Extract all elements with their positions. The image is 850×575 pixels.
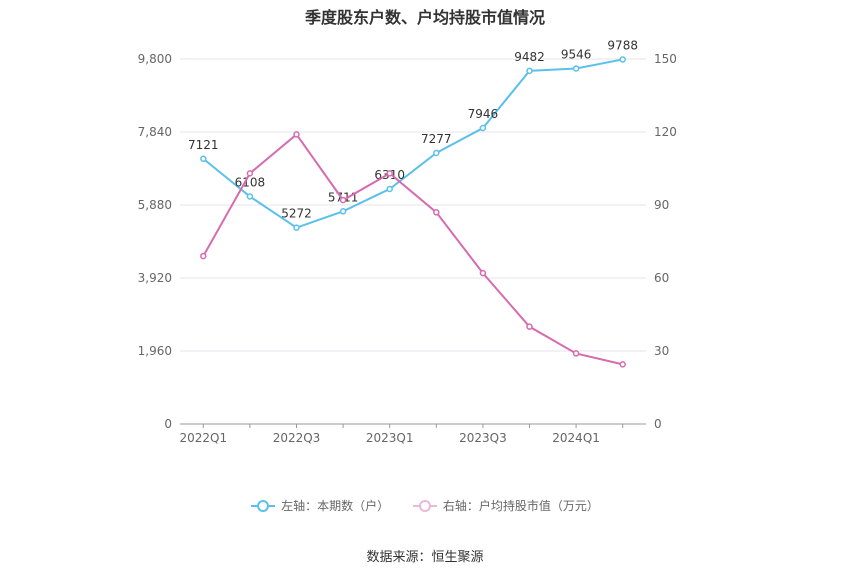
households-point — [433, 149, 440, 157]
households-data-label: 7946 — [468, 107, 499, 121]
left-axis-tick-label: 9,800 — [138, 52, 172, 66]
left-axis-tick-label: 0 — [164, 417, 172, 431]
x-axis-tick-label: 2022Q3 — [273, 431, 321, 445]
chart-title: 季度股东户数、户均持股市值情况 — [304, 8, 545, 27]
right-axis-tick-label: 30 — [654, 344, 669, 358]
x-axis-tick-label: 2022Q1 — [179, 431, 227, 445]
avg-value-point — [526, 323, 533, 330]
legend: 左轴：本期数（户） 右轴：户均持股市值（万元） — [0, 497, 850, 515]
avg-value-point — [200, 252, 207, 260]
left-axis-tick-label: 3,920 — [138, 271, 172, 285]
households-point — [572, 65, 580, 72]
right-axis-tick-label: 0 — [654, 417, 662, 431]
legend-line-marker-icon — [412, 499, 437, 512]
households-point — [526, 67, 533, 75]
right-axis-tick-label: 120 — [654, 125, 677, 139]
households-point — [479, 124, 487, 132]
households-point — [339, 208, 347, 215]
legend-label-avg-value: 右轴：户均持股市值（万元） — [442, 499, 599, 513]
legend-label-households: 左轴：本期数（户） — [281, 499, 390, 513]
data-source: 数据来源：恒生聚源 — [366, 550, 484, 565]
households-data-label: 7277 — [421, 132, 452, 146]
avg-value-point — [619, 361, 626, 368]
households-data-label: 9788 — [607, 38, 638, 52]
households-line — [202, 58, 623, 229]
avg-value-point — [386, 170, 393, 177]
left-axis-tick-label: 1,960 — [138, 344, 172, 358]
households-point — [200, 155, 207, 163]
households-data-label: 9546 — [561, 47, 592, 61]
households-data-label: 7121 — [188, 138, 219, 152]
right-axis-tick-label: 90 — [654, 198, 669, 212]
left-axis-tick-label: 5,880 — [138, 198, 172, 212]
avg-value-point — [479, 269, 487, 277]
x-axis-tick-label: 2023Q3 — [459, 431, 507, 445]
x-axis-tick-label: 2024Q1 — [552, 431, 600, 445]
households-data-label: 6108 — [235, 176, 266, 190]
avg-value-point — [572, 350, 580, 357]
households-data-label: 9482 — [514, 50, 545, 64]
households-point — [386, 185, 393, 193]
avg-value-line — [202, 132, 623, 366]
left-axis-tick-label: 7,840 — [138, 125, 172, 139]
legend-item-avg-value[interactable]: 右轴：户均持股市值（万元） — [412, 497, 599, 514]
households-point — [293, 224, 300, 231]
x-axis-tick-label: 2023Q1 — [366, 431, 414, 445]
legend-item-households[interactable]: 左轴：本期数（户） — [251, 497, 389, 514]
households-data-label: 5272 — [281, 207, 312, 221]
avg-value-point — [246, 170, 254, 177]
right-axis-tick-label: 60 — [654, 271, 669, 285]
households-point — [246, 193, 254, 200]
legend-line-marker-icon — [251, 499, 276, 512]
households-point — [619, 56, 626, 63]
avg-value-point — [433, 209, 440, 216]
avg-value-point — [339, 196, 347, 204]
right-axis-tick-label: 150 — [654, 52, 677, 66]
avg-value-point — [293, 131, 300, 138]
